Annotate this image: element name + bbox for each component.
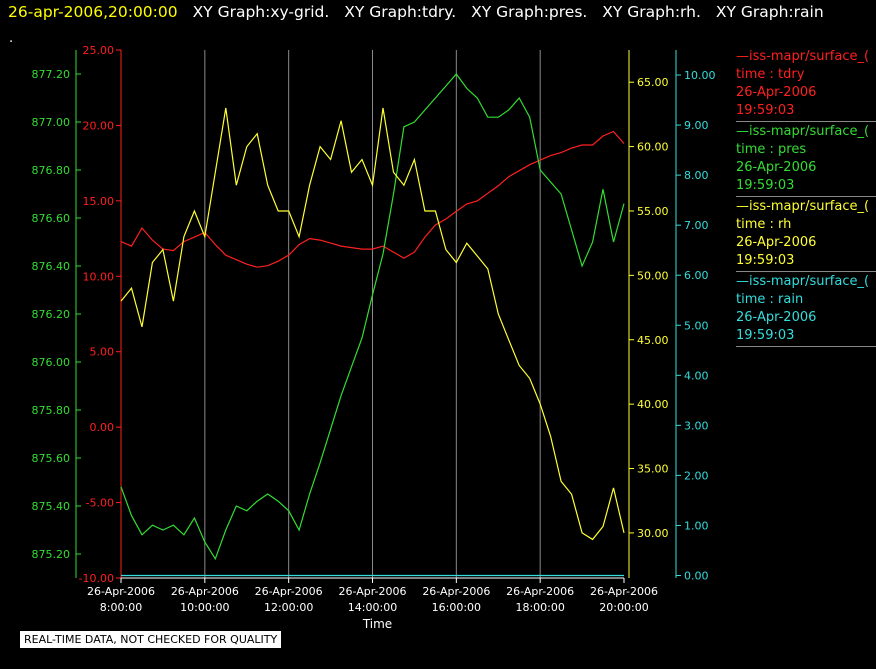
rain-tick-label: 0.00 [684, 569, 709, 582]
pres-tick-label: 877.00 [32, 116, 71, 129]
x-tick-date: 26-Apr-2006 [506, 585, 574, 598]
legend-entry-rain: —iss-mapr/surface_( time : rain 26-Apr-2… [736, 273, 876, 347]
rh-tick-label: 45.00 [637, 334, 669, 347]
tdry-tick-label: 0.00 [90, 421, 115, 434]
x-tick-time: 10:00:00 [180, 601, 229, 614]
header-bar: 26-apr-2006,20:00:00 XY Graph:xy-grid. X… [8, 3, 824, 21]
rh-tick-label: 35.00 [637, 463, 669, 476]
x-tick-time: 8:00:00 [100, 601, 142, 614]
pres-tick-label: 876.00 [32, 356, 71, 369]
x-axis-label: Time [362, 617, 392, 631]
rain-tick-label: 7.00 [684, 219, 709, 232]
legend-rh-name: —iss-mapr/surface_( [736, 199, 870, 214]
x-tick-time: 20:00:00 [599, 601, 648, 614]
rain-tick-label: 9.00 [684, 119, 709, 132]
header-timestamp: 26-apr-2006,20:00:00 [8, 3, 178, 21]
pres-tick-label: 876.40 [32, 260, 71, 273]
x-tick-date: 26-Apr-2006 [338, 585, 406, 598]
x-tick-date: 26-Apr-2006 [87, 585, 155, 598]
quality-disclaimer: REAL-TIME DATA, NOT CHECKED FOR QUALITY [20, 631, 282, 648]
x-tick-time: 12:00:00 [264, 601, 313, 614]
legend-pres-line1: time : pres [736, 142, 807, 157]
legend-pres-line3: 19:59:03 [736, 178, 795, 193]
legend-entry-tdry: —iss-mapr/surface_( time : tdry 26-Apr-2… [736, 48, 876, 122]
rh-tick-label: 65.00 [637, 76, 669, 89]
x-tick-time: 16:00:00 [432, 601, 481, 614]
legend-rh-line3: 19:59:03 [736, 253, 795, 268]
rain-tick-label: 5.00 [684, 319, 709, 332]
pres-tick-label: 876.80 [32, 164, 71, 177]
x-tick-time: 18:00:00 [515, 601, 564, 614]
legend-rh-line1: time : rh [736, 217, 792, 232]
rh-tick-label: 40.00 [637, 398, 669, 411]
pres-tick-label: 875.40 [32, 500, 71, 513]
legend-entry-rh: —iss-mapr/surface_( time : rh 26-Apr-200… [736, 198, 876, 272]
x-tick-date: 26-Apr-2006 [255, 585, 323, 598]
graph-title-xy-grid: XY Graph:xy-grid. [192, 3, 330, 21]
legend-tdry-line1: time : tdry [736, 67, 805, 82]
legend-rain-line2: 26-Apr-2006 [736, 310, 817, 325]
graph-title-rain: XY Graph:rain [715, 3, 824, 21]
pres-series-line [120, 73, 625, 561]
graph-title-pres: XY Graph:pres. [471, 3, 588, 21]
legend-rain-line1: time : rain [736, 292, 804, 307]
legend-tdry-name: —iss-mapr/surface_( [736, 49, 870, 64]
rh-tick-label: 55.00 [637, 205, 669, 218]
pres-tick-label: 876.20 [32, 308, 71, 321]
tdry-tick-label: -5.00 [86, 497, 114, 510]
legend-tdry-line3: 19:59:03 [736, 103, 795, 118]
legend-rh-line2: 26-Apr-2006 [736, 235, 817, 250]
pres-tick-label: 875.20 [32, 548, 71, 561]
tdry-tick-label: 10.00 [83, 270, 115, 283]
x-tick-date: 26-Apr-2006 [171, 585, 239, 598]
x-tick-time: 14:00:00 [348, 601, 397, 614]
tdry-tick-label: 5.00 [90, 346, 115, 359]
header-dot: . [9, 31, 14, 46]
legend-tdry-line2: 26-Apr-2006 [736, 85, 817, 100]
tdry-tick-label: -10.00 [79, 572, 114, 585]
pres-tick-label: 876.60 [32, 212, 71, 225]
rh-tick-label: 50.00 [637, 269, 669, 282]
rain-tick-label: 2.00 [684, 469, 709, 482]
x-tick-date: 26-Apr-2006 [590, 585, 658, 598]
rain-tick-label: 1.00 [684, 519, 709, 532]
rain-tick-label: 3.00 [684, 419, 709, 432]
rh-tick-label: 30.00 [637, 527, 669, 540]
legend-pres-name: —iss-mapr/surface_( [736, 124, 870, 139]
tdry-series-line [120, 130, 625, 268]
x-tick-date: 26-Apr-2006 [422, 585, 490, 598]
tdry-tick-label: 20.00 [83, 119, 115, 132]
legend-pres-line2: 26-Apr-2006 [736, 160, 817, 175]
graph-title-tdry: XY Graph:tdry. [344, 3, 457, 21]
legend-rain-name: —iss-mapr/surface_( [736, 274, 870, 289]
rain-tick-label: 6.00 [684, 269, 709, 282]
rh-tick-label: 60.00 [637, 141, 669, 154]
pres-tick-label: 875.60 [32, 452, 71, 465]
rain-tick-label: 10.00 [684, 69, 716, 82]
rain-tick-label: 8.00 [684, 169, 709, 182]
rh-series-line [120, 107, 625, 541]
pres-tick-label: 875.80 [32, 404, 71, 417]
tdry-tick-label: 25.00 [83, 44, 115, 57]
legend: —iss-mapr/surface_( time : tdry 26-Apr-2… [736, 48, 876, 348]
tdry-tick-label: 15.00 [83, 195, 115, 208]
pres-tick-label: 877.20 [32, 68, 71, 81]
legend-entry-pres: —iss-mapr/surface_( time : pres 26-Apr-2… [736, 123, 876, 197]
legend-rain-line3: 19:59:03 [736, 328, 795, 343]
rain-tick-label: 4.00 [684, 369, 709, 382]
graph-title-rh: XY Graph:rh. [602, 3, 701, 21]
